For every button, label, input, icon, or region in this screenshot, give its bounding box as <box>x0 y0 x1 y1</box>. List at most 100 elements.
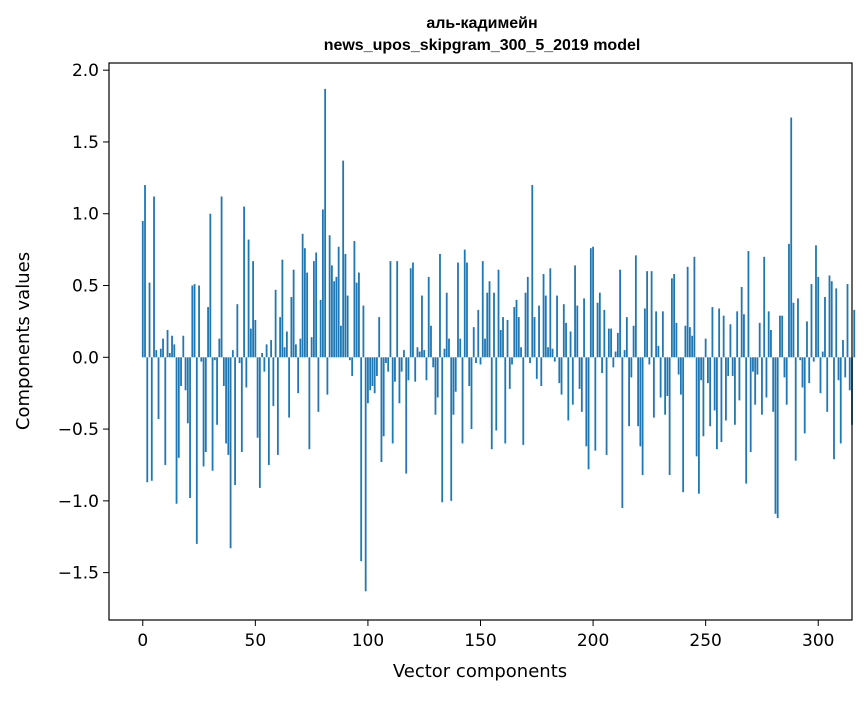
bar <box>324 88 327 358</box>
bar <box>423 350 426 358</box>
bar <box>792 302 795 358</box>
bar <box>353 241 356 358</box>
bar <box>691 335 694 358</box>
bar <box>247 239 250 358</box>
bar <box>729 324 732 358</box>
bar <box>222 357 225 386</box>
bar <box>403 350 405 358</box>
bar <box>312 261 315 358</box>
bar <box>794 357 797 461</box>
bar <box>718 308 721 358</box>
bar <box>349 357 351 361</box>
bar <box>398 357 401 404</box>
bar <box>580 357 583 412</box>
bar <box>243 206 245 358</box>
bar <box>461 357 464 444</box>
bar <box>853 309 856 358</box>
bar <box>682 357 685 493</box>
bar <box>716 357 718 450</box>
bar <box>200 357 203 362</box>
bar <box>418 351 421 358</box>
bar <box>677 357 680 375</box>
bar <box>686 266 689 358</box>
bar <box>382 357 385 437</box>
bar <box>589 248 592 358</box>
bar <box>734 357 736 425</box>
bar <box>378 317 381 358</box>
bar <box>457 262 459 358</box>
bar <box>621 357 624 509</box>
bar <box>587 357 590 470</box>
bar <box>835 288 838 358</box>
bar <box>770 330 772 358</box>
bar <box>632 325 635 358</box>
bar <box>569 331 572 358</box>
bar <box>173 344 176 358</box>
bar <box>389 261 392 358</box>
bar <box>333 281 336 358</box>
bar <box>842 340 844 358</box>
bar <box>781 315 784 358</box>
bar <box>524 292 527 358</box>
x-tick-label: 0 <box>137 631 148 651</box>
bar <box>292 269 295 358</box>
bar <box>596 302 599 358</box>
bar <box>738 357 741 401</box>
bar <box>387 357 390 372</box>
bar <box>592 246 594 358</box>
bar <box>666 357 669 397</box>
bar <box>256 357 259 438</box>
bar <box>826 357 829 412</box>
bar <box>839 357 842 444</box>
bar <box>529 357 531 364</box>
bar <box>362 305 365 358</box>
bar <box>261 352 263 358</box>
x-axis-ticks: 0 50 100 150 200 250 300 <box>137 620 834 651</box>
bar <box>824 297 826 358</box>
bar <box>337 246 340 358</box>
bar <box>502 317 504 358</box>
bar <box>396 261 399 358</box>
bar <box>803 357 806 434</box>
bar <box>630 357 633 378</box>
bar <box>229 357 232 549</box>
bar <box>164 357 167 465</box>
bar <box>709 357 712 427</box>
bar <box>819 357 822 394</box>
bar <box>763 256 766 358</box>
x-tick-label: 150 <box>464 631 496 651</box>
bar <box>321 209 324 358</box>
bar <box>495 357 498 431</box>
bar <box>700 357 703 381</box>
bar <box>180 357 182 386</box>
bar <box>808 357 811 384</box>
bar <box>342 160 345 358</box>
bar <box>806 321 808 358</box>
bar <box>184 357 187 391</box>
bar <box>571 357 574 405</box>
bar <box>585 357 588 447</box>
bar <box>369 357 372 391</box>
bar <box>274 289 277 358</box>
bar <box>227 357 230 455</box>
bar <box>448 338 450 358</box>
bar <box>490 357 493 450</box>
bar <box>583 298 585 358</box>
y-tick-label: −1.0 <box>58 492 99 512</box>
bar <box>727 357 730 376</box>
bar <box>290 297 293 358</box>
bar <box>515 299 518 358</box>
bar <box>360 357 363 562</box>
bar <box>670 278 673 358</box>
bar <box>177 357 180 458</box>
bar <box>191 285 194 358</box>
bar <box>236 304 239 358</box>
bar <box>549 268 552 358</box>
bar <box>335 276 338 358</box>
chart-subtitle: news_upos_skipgram_300_5_2019 model <box>324 37 641 54</box>
bar <box>598 292 601 358</box>
bar <box>238 357 241 364</box>
bar <box>416 347 419 358</box>
bar <box>189 357 191 498</box>
bar <box>646 271 649 358</box>
